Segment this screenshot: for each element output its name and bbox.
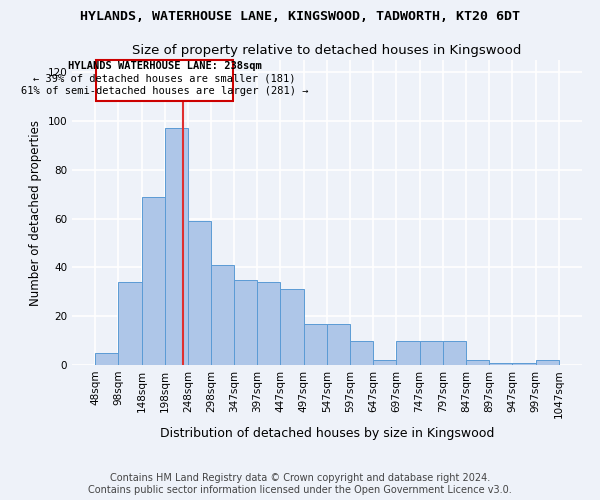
Bar [165, 128, 188, 365]
Bar [257, 282, 280, 365]
Bar [118, 282, 142, 365]
Text: HYLANDS WATERHOUSE LANE: 238sqm: HYLANDS WATERHOUSE LANE: 238sqm [68, 61, 262, 71]
Bar [234, 280, 257, 365]
Bar [304, 324, 327, 365]
Bar [350, 340, 373, 365]
Bar [466, 360, 489, 365]
Bar [280, 290, 304, 365]
Text: HYLANDS, WATERHOUSE LANE, KINGSWOOD, TADWORTH, KT20 6DT: HYLANDS, WATERHOUSE LANE, KINGSWOOD, TAD… [80, 10, 520, 23]
Bar [443, 340, 466, 365]
Text: 61% of semi-detached houses are larger (281) →: 61% of semi-detached houses are larger (… [21, 86, 308, 96]
Bar [536, 360, 559, 365]
Bar [419, 340, 443, 365]
Bar [489, 362, 512, 365]
Y-axis label: Number of detached properties: Number of detached properties [29, 120, 42, 306]
Bar [373, 360, 397, 365]
Bar [512, 362, 536, 365]
Bar [95, 353, 118, 365]
Text: Contains HM Land Registry data © Crown copyright and database right 2024.
Contai: Contains HM Land Registry data © Crown c… [88, 474, 512, 495]
Title: Size of property relative to detached houses in Kingswood: Size of property relative to detached ho… [133, 44, 521, 58]
Bar [142, 196, 165, 365]
Bar [211, 265, 234, 365]
Bar [397, 340, 419, 365]
X-axis label: Distribution of detached houses by size in Kingswood: Distribution of detached houses by size … [160, 427, 494, 440]
Bar [327, 324, 350, 365]
Bar [188, 221, 211, 365]
Text: ← 39% of detached houses are smaller (181): ← 39% of detached houses are smaller (18… [34, 74, 296, 84]
FancyBboxPatch shape [96, 60, 233, 102]
